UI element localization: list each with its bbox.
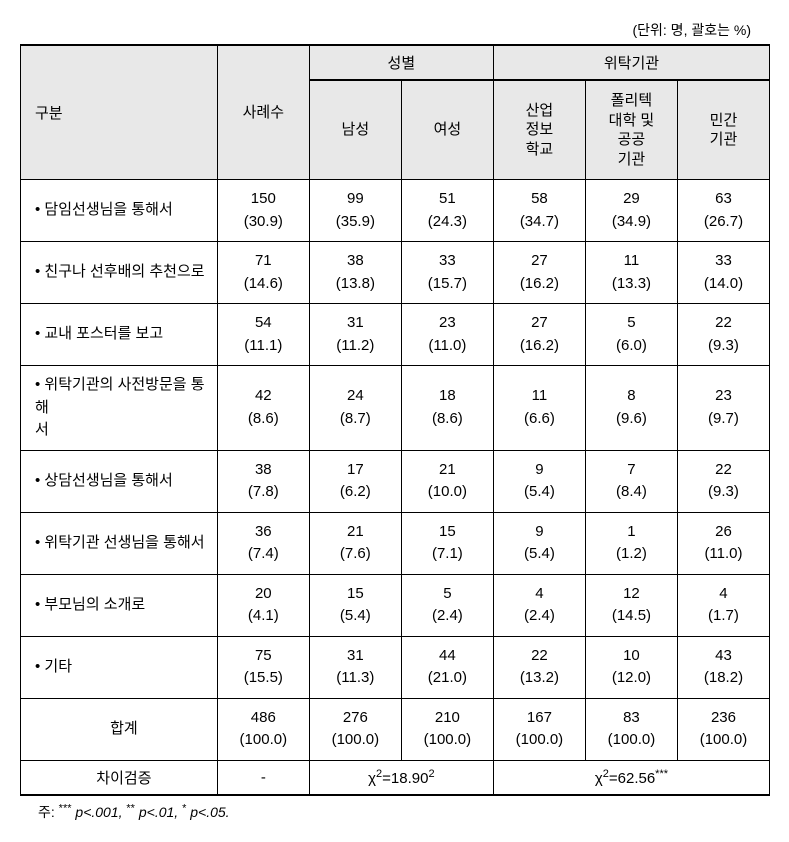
total-cell: 486(100.0) [217,698,309,760]
header-male: 남성 [309,80,401,180]
chi-dash: - [217,760,309,795]
data-cell: 33(14.0) [677,242,769,304]
total-row: 합계486(100.0)276(100.0)210(100.0)167(100.… [21,698,770,760]
footnote-star-2: ** [126,802,135,814]
header-count: 사례수 [217,45,309,180]
data-cell: 27(16.2) [493,304,585,366]
data-cell: 7(8.4) [585,450,677,512]
chi-label: 차이검증 [21,760,218,795]
data-cell: 17(6.2) [309,450,401,512]
table-row: • 상담선생님을 통해서38(7.8)17(6.2)21(10.0)9(5.4)… [21,450,770,512]
data-cell: 26(11.0) [677,512,769,574]
row-label: • 친구나 선후배의 추천으로 [21,242,218,304]
data-cell: 24(8.7) [309,366,401,451]
footnote-star-3: *** [59,802,72,814]
header-org-2: 폴리텍대학 및공공기관 [585,80,677,180]
data-cell: 54(11.1) [217,304,309,366]
data-cell: 1(1.2) [585,512,677,574]
data-cell: 12(14.5) [585,574,677,636]
row-label: • 부모님의 소개로 [21,574,218,636]
data-cell: 20(4.1) [217,574,309,636]
header-org-group: 위탁기관 [493,45,769,80]
data-cell: 11(13.3) [585,242,677,304]
table-row: • 친구나 선후배의 추천으로71(14.6)38(13.8)33(15.7)2… [21,242,770,304]
table-row: • 위탁기관 선생님을 통해서36(7.4)21(7.6)15(7.1)9(5.… [21,512,770,574]
data-cell: 58(34.7) [493,180,585,242]
header-org-3: 민간기관 [677,80,769,180]
total-cell: 83(100.0) [585,698,677,760]
row-label: • 위탁기관의 사전방문을 통해서 [21,366,218,451]
table-row: • 기타75(15.5)31(11.3)44(21.0)22(13.2)10(1… [21,636,770,698]
data-cell: 10(12.0) [585,636,677,698]
data-table: 구분 사례수 성별 위탁기관 남성 여성 산업정보학교 폴리텍대학 및공공기관 … [20,44,770,796]
data-cell: 21(10.0) [401,450,493,512]
footnote-text-1: p<.05. [186,804,229,820]
data-cell: 5(6.0) [585,304,677,366]
data-cell: 9(5.4) [493,450,585,512]
chi-row: 차이검증-χ2=18.902χ2=62.56*** [21,760,770,795]
header-gender-group: 성별 [309,45,493,80]
footnote-prefix: 주: [38,804,59,820]
total-cell: 276(100.0) [309,698,401,760]
data-cell: 71(14.6) [217,242,309,304]
data-cell: 23(9.7) [677,366,769,451]
row-label: • 담임선생님을 통해서 [21,180,218,242]
row-label: • 상담선생님을 통해서 [21,450,218,512]
data-cell: 22(9.3) [677,450,769,512]
data-cell: 15(5.4) [309,574,401,636]
data-cell: 11(6.6) [493,366,585,451]
table-row: • 부모님의 소개로20(4.1)15(5.4)5(2.4)4(2.4)12(1… [21,574,770,636]
row-label: • 기타 [21,636,218,698]
header-category: 구분 [21,45,218,180]
header-female: 여성 [401,80,493,180]
footnote-text-2: p<.01, [135,804,182,820]
footnote: 주: *** p<.001, ** p<.01, * p<.05. [20,802,769,822]
footnote-text-3: p<.001, [72,804,127,820]
row-label: • 교내 포스터를 보고 [21,304,218,366]
data-cell: 18(8.6) [401,366,493,451]
data-cell: 29(34.9) [585,180,677,242]
total-cell: 167(100.0) [493,698,585,760]
data-cell: 43(18.2) [677,636,769,698]
data-cell: 150(30.9) [217,180,309,242]
data-cell: 42(8.6) [217,366,309,451]
data-cell: 15(7.1) [401,512,493,574]
total-label: 합계 [21,698,218,760]
chi-org: χ2=62.56*** [493,760,769,795]
data-cell: 75(15.5) [217,636,309,698]
table-header: 구분 사례수 성별 위탁기관 남성 여성 산업정보학교 폴리텍대학 및공공기관 … [21,45,770,180]
table-body: • 담임선생님을 통해서150(30.9)99(35.9)51(24.3)58(… [21,180,770,795]
data-cell: 33(15.7) [401,242,493,304]
chi-gender: χ2=18.902 [309,760,493,795]
data-cell: 44(21.0) [401,636,493,698]
total-cell: 236(100.0) [677,698,769,760]
data-cell: 4(2.4) [493,574,585,636]
data-cell: 31(11.2) [309,304,401,366]
table-row: • 교내 포스터를 보고54(11.1)31(11.2)23(11.0)27(1… [21,304,770,366]
data-cell: 22(13.2) [493,636,585,698]
data-cell: 9(5.4) [493,512,585,574]
data-cell: 23(11.0) [401,304,493,366]
data-cell: 5(2.4) [401,574,493,636]
total-cell: 210(100.0) [401,698,493,760]
table-row: • 담임선생님을 통해서150(30.9)99(35.9)51(24.3)58(… [21,180,770,242]
data-cell: 27(16.2) [493,242,585,304]
unit-note: (단위: 명, 괄호는 %) [20,20,769,40]
row-label: • 위탁기관 선생님을 통해서 [21,512,218,574]
header-org-1: 산업정보학교 [493,80,585,180]
data-cell: 38(13.8) [309,242,401,304]
data-cell: 22(9.3) [677,304,769,366]
data-cell: 21(7.6) [309,512,401,574]
data-cell: 4(1.7) [677,574,769,636]
data-cell: 31(11.3) [309,636,401,698]
data-cell: 63(26.7) [677,180,769,242]
data-cell: 38(7.8) [217,450,309,512]
data-cell: 36(7.4) [217,512,309,574]
table-row: • 위탁기관의 사전방문을 통해서42(8.6)24(8.7)18(8.6)11… [21,366,770,451]
data-cell: 8(9.6) [585,366,677,451]
data-cell: 51(24.3) [401,180,493,242]
data-cell: 99(35.9) [309,180,401,242]
